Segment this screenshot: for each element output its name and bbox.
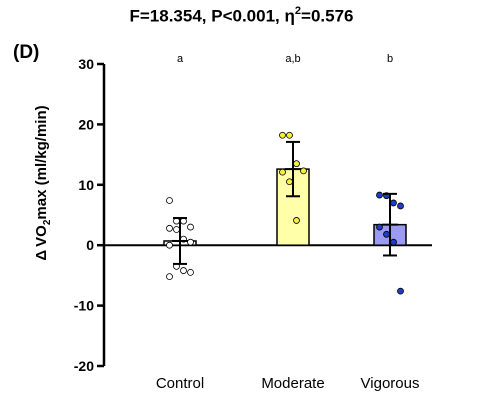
- data-point: [376, 223, 383, 231]
- data-point: [173, 226, 180, 233]
- data-point: [166, 197, 173, 204]
- data-point: [383, 230, 390, 238]
- x-tick-label: Vigorous: [361, 375, 420, 392]
- title-exponent: 2: [294, 5, 302, 17]
- data-point: [397, 287, 404, 295]
- y-axis-label: Δ VO2max (ml/kg/min): [33, 105, 53, 260]
- data-point: [187, 268, 194, 276]
- data-point: [293, 217, 300, 224]
- panel-label: (D): [13, 42, 40, 63]
- significance-letter: a: [177, 53, 184, 65]
- data-point: [286, 178, 293, 186]
- svg-text:ΔVO2max (ml/kg/min): Δ VO2max (ml/kg/min): [33, 105, 53, 260]
- y-tick-label: 20: [78, 116, 94, 132]
- title-suffix: =0.576: [301, 6, 354, 26]
- data-point: [166, 224, 173, 232]
- data-point: [166, 273, 173, 281]
- y-tick-label: -20: [74, 358, 94, 374]
- y-label-vo: VO: [33, 225, 50, 247]
- data-point: [187, 238, 194, 246]
- data-point: [279, 131, 286, 139]
- y-tick-label: 0: [86, 237, 94, 253]
- data-point: [166, 241, 173, 249]
- data-point: [187, 223, 194, 231]
- chart-title: F=18.354, P<0.001, η2=0.576: [0, 5, 483, 27]
- y-tick-label: 10: [78, 177, 94, 193]
- data-point: [390, 238, 397, 246]
- significance-letter: a,b: [285, 53, 300, 65]
- data-point: [300, 167, 307, 175]
- data-point: [279, 168, 286, 176]
- x-tick-label: Control: [156, 375, 204, 392]
- data-point: [286, 131, 293, 139]
- y-tick-label: 30: [78, 56, 94, 72]
- y-label-rest: max (ml/kg/min): [33, 105, 50, 219]
- significance-letter: b: [387, 53, 393, 65]
- y-label-subscript: 2: [42, 219, 53, 225]
- data-point: [180, 267, 187, 274]
- data-point: [293, 160, 300, 168]
- data-point: [390, 199, 397, 207]
- title-main: F=18.354, P<0.001, η: [129, 6, 295, 26]
- data-point: [397, 202, 404, 210]
- y-tick-label: -10: [74, 298, 94, 314]
- y-label-delta: Δ: [33, 250, 50, 261]
- x-tick-label: Moderate: [261, 375, 324, 392]
- data-point: [376, 191, 383, 199]
